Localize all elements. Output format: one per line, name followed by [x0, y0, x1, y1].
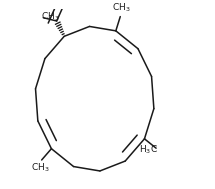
Text: CH$_3$: CH$_3$: [31, 162, 49, 174]
Text: CH$_3$: CH$_3$: [112, 2, 130, 14]
Text: CH$_3$: CH$_3$: [41, 11, 59, 23]
Text: H$_3$C: H$_3$C: [139, 143, 158, 156]
